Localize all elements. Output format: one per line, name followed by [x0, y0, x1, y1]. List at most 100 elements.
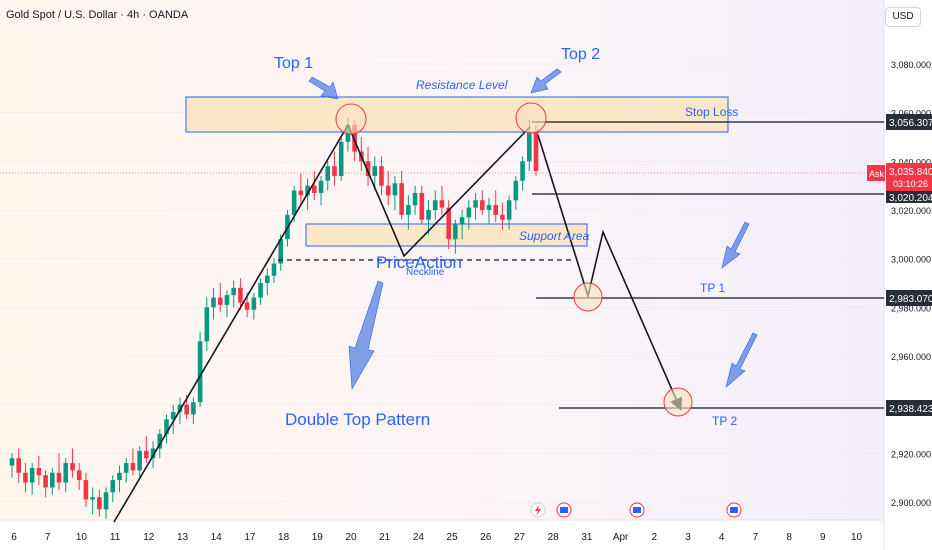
- currency-button[interactable]: USD: [885, 7, 921, 27]
- candle-body: [526, 132, 532, 162]
- time-tick-label: 7: [45, 532, 51, 543]
- price-tick-label: 2,980.000: [891, 303, 931, 313]
- tp2-circle[interactable]: [663, 387, 693, 417]
- annotation-arrows: [308, 68, 758, 390]
- arrow-pattern-icon: [348, 280, 384, 390]
- candle-body: [479, 200, 485, 210]
- lightning-glyph-icon: [535, 505, 541, 516]
- top2-label: Top 2: [561, 46, 600, 63]
- candle-body: [23, 472, 28, 483]
- time-tick-label: 2: [652, 532, 658, 543]
- price-tick-label: 3,040.000: [891, 157, 931, 167]
- entry-tag-text: 3,020.204: [889, 193, 932, 204]
- time-axis-background: [0, 520, 884, 550]
- time-tick-label: 27: [514, 532, 526, 543]
- time-tick-label: 12: [143, 532, 155, 543]
- candle-body: [204, 307, 210, 342]
- candle-body: [244, 302, 250, 310]
- time-tick-label: 28: [548, 532, 560, 543]
- candle-body: [365, 161, 371, 176]
- countdown-text: 03:10:26: [893, 179, 928, 189]
- candle-body: [453, 224, 458, 240]
- candle-body: [305, 185, 310, 196]
- top1-circle[interactable]: [335, 103, 367, 135]
- candle-body: [466, 207, 472, 218]
- candle-body: [406, 205, 411, 215]
- time-tick-label: Apr: [613, 532, 629, 543]
- candles: [9, 117, 539, 520]
- time-tick-label: 21: [379, 532, 391, 543]
- candle-body: [16, 458, 22, 473]
- tp1-label: TP 1: [700, 281, 725, 295]
- ask-label-text: Ask: [869, 169, 885, 179]
- candle-body: [325, 166, 331, 181]
- candle-body: [392, 183, 398, 196]
- tp1-tag-text: 2,983.070: [889, 294, 932, 305]
- candle-body: [231, 287, 236, 296]
- time-tick-label: 9: [820, 532, 826, 543]
- candle-body: [177, 404, 183, 412]
- pattern-line[interactable]: [113, 123, 531, 523]
- resistance-label: Resistance Level: [416, 78, 508, 92]
- candle-body: [144, 450, 149, 459]
- candle-body: [164, 419, 169, 434]
- time-tick-label: 26: [480, 532, 492, 543]
- time-tick-label: 11: [110, 532, 121, 543]
- time-tick-label: 3: [685, 532, 691, 543]
- time-tick-label: 24: [413, 532, 425, 543]
- time-tick-label: 20: [345, 532, 357, 543]
- candle-body: [29, 467, 35, 483]
- event-icons: [530, 502, 742, 518]
- time-tick-label: 8: [786, 532, 792, 543]
- time-tick-label: 14: [211, 532, 223, 543]
- candle-body: [379, 166, 384, 186]
- top2-circle[interactable]: [515, 102, 547, 134]
- candle-body: [217, 297, 223, 305]
- time-tick-label: 4: [719, 532, 725, 543]
- candle-body: [150, 448, 156, 459]
- candle-body: [76, 470, 82, 481]
- tp1-circle[interactable]: [573, 282, 603, 312]
- tp2-label: TP 2: [712, 414, 737, 428]
- candle-body: [184, 404, 189, 415]
- watermark-text: PriceAction: [376, 253, 462, 272]
- arrow-top2-icon: [530, 68, 562, 94]
- candle-body: [332, 166, 337, 176]
- symbol-title[interactable]: Gold Spot / U.S. Dollar · 4h · OANDA: [6, 9, 189, 21]
- flag-glyph-icon: [730, 507, 738, 513]
- price-tags: 3,056.307 Ask 3,035.840 03:10:26 3,020.2…: [867, 114, 932, 416]
- candle-body: [90, 497, 95, 500]
- candle-body: [264, 275, 270, 283]
- candle-body: [238, 287, 243, 303]
- candle-body: [459, 217, 465, 225]
- price-tick-label: 2,960.000: [891, 352, 931, 362]
- stop-loss-tag: [886, 114, 932, 130]
- candle-body: [399, 183, 404, 215]
- arrow-tp1-icon: [721, 221, 750, 269]
- resistance-zone[interactable]: [185, 96, 729, 133]
- time-tick-label: 19: [312, 532, 324, 543]
- candle-body: [439, 200, 445, 208]
- candle-body: [352, 124, 357, 152]
- candle-body: [486, 205, 492, 210]
- candle-body: [271, 263, 277, 276]
- candle-body: [446, 207, 451, 240]
- price-tick-label: 2,920.000: [891, 449, 931, 459]
- flag-glyph-icon: [633, 507, 641, 513]
- candle-body: [97, 497, 102, 510]
- candle-body: [50, 472, 55, 488]
- candle-body: [251, 297, 257, 310]
- candle-body: [520, 161, 525, 181]
- price-tick-label: 3,000.000: [891, 255, 931, 265]
- time-tick-label: 10: [76, 532, 88, 543]
- tp1-tag: [886, 290, 932, 306]
- candle-body: [312, 185, 317, 193]
- candle-body: [493, 205, 498, 215]
- candle-body: [43, 475, 48, 488]
- time-tick-label: 31: [581, 532, 593, 543]
- arrow-tp2-icon: [725, 332, 758, 388]
- projection-path[interactable]: [537, 134, 683, 411]
- candle-body: [513, 180, 519, 201]
- candle-body: [338, 141, 344, 176]
